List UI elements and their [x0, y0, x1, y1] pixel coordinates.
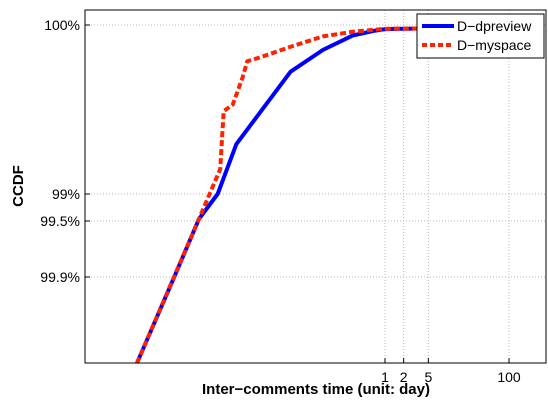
legend: D−dpreview D−myspace — [416, 13, 545, 59]
x-tick-label-0: 1 — [381, 369, 389, 385]
x-tick-label-1: 2 — [400, 369, 408, 385]
y-tick-label-3: 99.9% — [40, 269, 80, 285]
grid-lines — [85, 10, 546, 363]
x-tick-label-3: 100 — [497, 369, 521, 385]
legend-label-dpreview: D−dpreview — [457, 18, 532, 34]
series-lines — [135, 26, 528, 364]
legend-label-myspace: D−myspace — [457, 37, 532, 53]
x-axis-title: Inter−comments time (unit: day) — [202, 381, 430, 398]
series-line-0 — [135, 26, 528, 364]
plot-frame — [84, 9, 547, 364]
series-line-1 — [135, 26, 528, 364]
y-axis-title: CCDF — [10, 165, 27, 207]
y-tick-label-0: 100% — [44, 17, 80, 33]
axis-ticks: 1 2 5 100 100% 99% 99.5% 99.9% — [40, 17, 521, 385]
y-tick-label-2: 99.5% — [40, 213, 80, 229]
x-tick-label-2: 5 — [424, 369, 432, 385]
legend-box — [416, 13, 545, 59]
y-tick-label-1: 99% — [52, 186, 80, 202]
